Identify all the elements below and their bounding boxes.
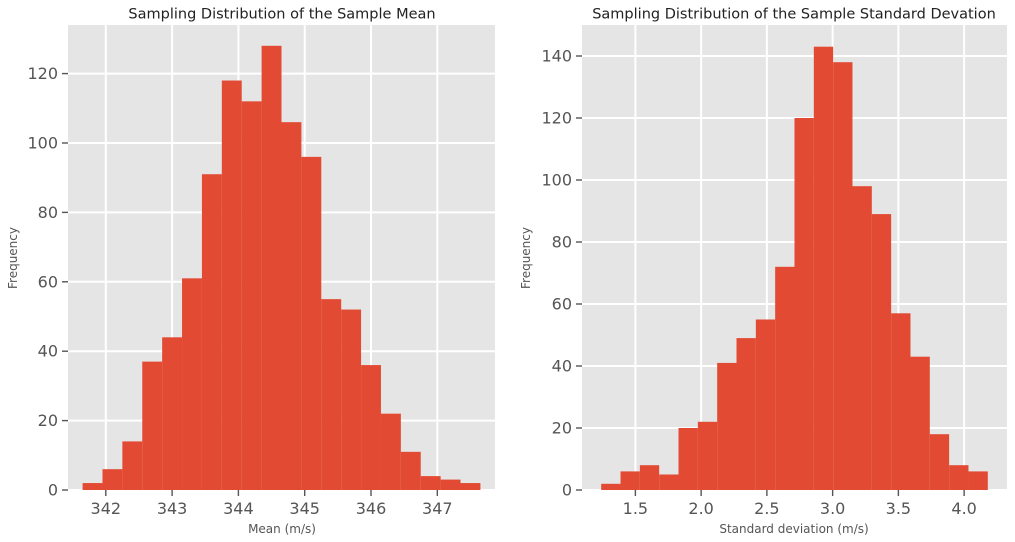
std-x-tick-label: 4.0 bbox=[951, 499, 976, 518]
mean-histogram-panel: 342 343 344 345 346 347 0 20 40 60 80 100 120 Sampli… bbox=[6, 7, 495, 536]
std-histogram-bar bbox=[949, 465, 969, 490]
mean-histogram-bar bbox=[261, 45, 282, 491]
std-x-tick-label: 3.0 bbox=[820, 499, 845, 518]
mean-y-tick-label: 0 bbox=[48, 481, 58, 500]
mean-y-tick-label: 20 bbox=[38, 411, 58, 430]
std-histogram-bar bbox=[736, 338, 756, 490]
std-y-tick-label: 120 bbox=[541, 109, 572, 128]
mean-x-tick-label: 346 bbox=[356, 499, 387, 518]
std-histogram-bar bbox=[775, 266, 795, 490]
std-histogram-bar bbox=[620, 471, 640, 490]
mean-histogram-bar bbox=[281, 122, 302, 490]
mean-histogram-bar bbox=[460, 483, 481, 490]
std-x-tick-label: 2.0 bbox=[688, 499, 713, 518]
std-histogram-bar bbox=[929, 434, 950, 490]
std-y-tick-label: 60 bbox=[552, 295, 572, 314]
mean-histogram-xlabel: Mean (m/s) bbox=[248, 522, 316, 536]
mean-y-tick-label: 80 bbox=[38, 203, 58, 222]
std-histogram-bar bbox=[968, 471, 988, 490]
mean-y-tick-label: 100 bbox=[27, 133, 58, 152]
std-y-tick-label: 20 bbox=[552, 419, 572, 438]
mean-histogram-bar bbox=[440, 479, 461, 490]
mean-histogram-bar bbox=[201, 174, 222, 490]
std-x-tick-label: 1.5 bbox=[623, 499, 648, 518]
std-x-tick-label: 2.5 bbox=[754, 499, 779, 518]
mean-histogram-bar bbox=[400, 451, 421, 490]
mean-histogram-bar bbox=[102, 469, 123, 490]
std-histogram-bar bbox=[813, 46, 834, 490]
std-histogram-bar bbox=[697, 421, 718, 490]
std-histogram-bar bbox=[871, 214, 892, 490]
mean-histogram-bar bbox=[182, 278, 202, 490]
std-x-tick-label: 3.5 bbox=[886, 499, 911, 518]
std-histogram-bar bbox=[755, 319, 776, 490]
mean-histogram-bar bbox=[341, 309, 362, 490]
mean-histogram-bar bbox=[122, 441, 143, 490]
mean-histogram-bar bbox=[142, 361, 163, 490]
std-y-tick-label: 100 bbox=[541, 171, 572, 190]
std-histogram-bar bbox=[794, 118, 814, 490]
mean-x-tick-label: 343 bbox=[157, 499, 188, 518]
mean-x-tick-label: 345 bbox=[289, 499, 320, 518]
mean-x-tick-label: 344 bbox=[223, 499, 254, 518]
mean-y-tick-label: 60 bbox=[38, 272, 58, 291]
mean-histogram-ylabel: Frequency bbox=[6, 227, 20, 289]
mean-histogram-bar bbox=[221, 80, 242, 490]
std-histogram-bar bbox=[910, 356, 930, 490]
mean-histogram-bar bbox=[420, 476, 441, 490]
mean-x-tick-label: 347 bbox=[422, 499, 453, 518]
mean-histogram-title: Sampling Distribution of the Sample Mean bbox=[128, 7, 435, 23]
std-histogram-bar bbox=[601, 483, 621, 490]
std-histogram-bar bbox=[639, 465, 660, 490]
mean-y-tick-label: 40 bbox=[38, 342, 58, 361]
mean-histogram-bar bbox=[241, 101, 262, 490]
std-y-tick-label: 40 bbox=[552, 357, 572, 376]
mean-histogram-bar bbox=[380, 413, 401, 490]
mean-histogram-bar bbox=[162, 337, 183, 490]
mean-histogram-bar bbox=[301, 156, 322, 491]
std-histogram-bar bbox=[891, 313, 911, 490]
mean-x-tick-label: 342 bbox=[91, 499, 122, 518]
std-y-tick-label: 140 bbox=[541, 47, 572, 66]
std-histogram-ylabel: Frequency bbox=[519, 227, 533, 289]
std-y-tick-label: 80 bbox=[552, 233, 572, 252]
mean-histogram-bar bbox=[321, 299, 342, 490]
mean-histogram-bar bbox=[361, 365, 381, 490]
std-histogram-bar bbox=[833, 62, 853, 490]
std-histogram-panel: 1.5 2.0 2.5 3.0 3.5 4.0 0 20 40 60 80 100 120 140 Sam… bbox=[519, 7, 1007, 536]
mean-histogram-bar bbox=[82, 483, 103, 490]
std-y-tick-label: 0 bbox=[562, 481, 572, 500]
std-histogram-xlabel: Standard deviation (m/s) bbox=[719, 522, 868, 536]
std-histogram-title: Sampling Distribution of the Sample Stan… bbox=[592, 7, 996, 23]
std-histogram-bar bbox=[852, 186, 872, 490]
std-histogram-bar bbox=[659, 474, 679, 490]
std-histogram-bar bbox=[717, 362, 737, 490]
mean-y-tick-label: 120 bbox=[27, 64, 58, 83]
std-histogram-bar bbox=[678, 428, 698, 490]
